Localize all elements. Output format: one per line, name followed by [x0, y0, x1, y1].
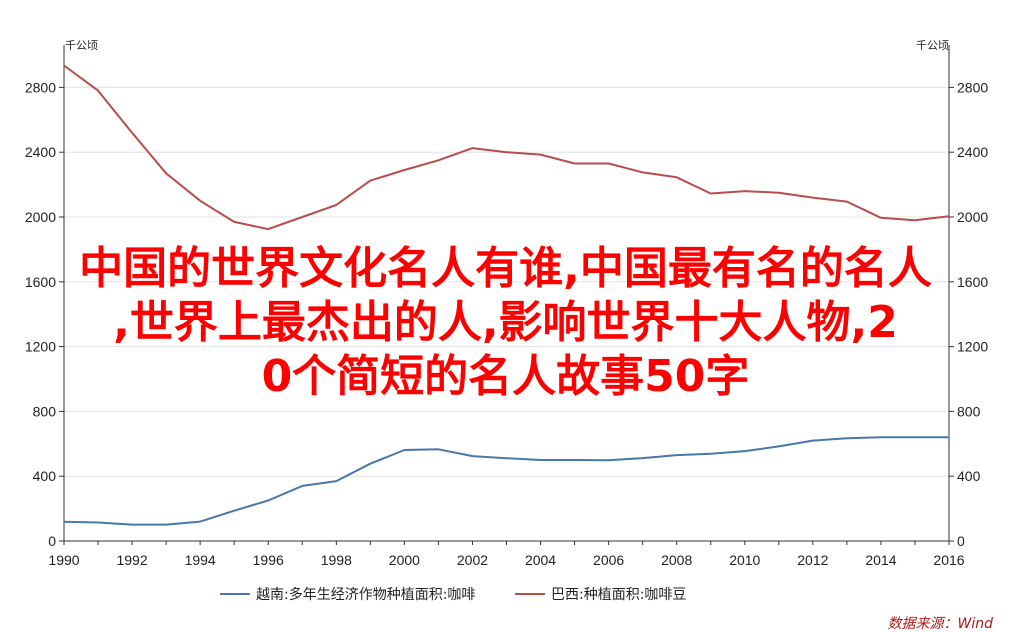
right-y-tick-label: 0: [957, 533, 965, 549]
legend-label-1: 越南:多年生经济作物种植面积:咖啡: [256, 586, 475, 603]
legend: 越南:多年生经济作物种植面积:咖啡 巴西:种植面积:咖啡豆: [220, 586, 686, 603]
x-tick-label: 2010: [729, 552, 760, 568]
grid-lines: [64, 86, 949, 477]
axes: [59, 45, 954, 545]
right-y-tick-label: 800: [957, 403, 981, 419]
source-note: 数据来源：Wind: [888, 616, 994, 632]
x-tick-label: 2006: [593, 552, 624, 568]
right-y-tick-label: 1200: [957, 339, 988, 355]
left-y-tick-label: 1600: [25, 274, 56, 290]
x-tick-label: 1998: [321, 552, 352, 568]
tick-labels: 0 0 400 400 800 800 1200 1200 1600 1600 2000 2000 24…: [25, 79, 989, 568]
x-tick-label: 2004: [525, 552, 556, 568]
right-y-tick-label: 400: [957, 468, 981, 484]
x-tick-label: 2000: [389, 552, 420, 568]
left-y-tick-label: 2400: [25, 144, 56, 160]
x-tick-label: 1994: [185, 552, 216, 568]
left-y-tick-label: 1200: [25, 339, 56, 355]
legend-label-2: 巴西:种植面积:咖啡豆: [551, 587, 686, 603]
series-line-2: [63, 64, 950, 231]
right-y-tick-label: 2000: [957, 209, 988, 225]
x-tick-label: 2008: [661, 552, 692, 568]
right-y-unit-label: 千公顷: [916, 39, 949, 52]
left-y-tick-label: 0: [48, 533, 56, 549]
x-tick-label: 1990: [48, 552, 79, 568]
right-y-tick-label: 1600: [957, 274, 988, 290]
series-line-1: [63, 436, 949, 526]
left-y-unit-label: 千公顷: [65, 39, 98, 52]
series-lines: [63, 64, 950, 526]
x-tick-label: 2014: [865, 552, 896, 568]
left-y-tick-label: 2000: [25, 209, 56, 225]
right-y-tick-label: 2800: [957, 79, 988, 95]
left-y-tick-label: 400: [33, 468, 57, 484]
left-y-tick-label: 2800: [25, 79, 56, 95]
x-tick-label: 2012: [797, 552, 828, 568]
left-y-tick-label: 800: [33, 403, 57, 419]
x-tick-label: 2016: [933, 552, 964, 568]
x-tick-label: 1992: [116, 552, 147, 568]
x-tick-label: 1996: [253, 552, 284, 568]
x-tick-label: 2002: [457, 552, 488, 568]
right-y-tick-label: 2400: [957, 144, 988, 160]
